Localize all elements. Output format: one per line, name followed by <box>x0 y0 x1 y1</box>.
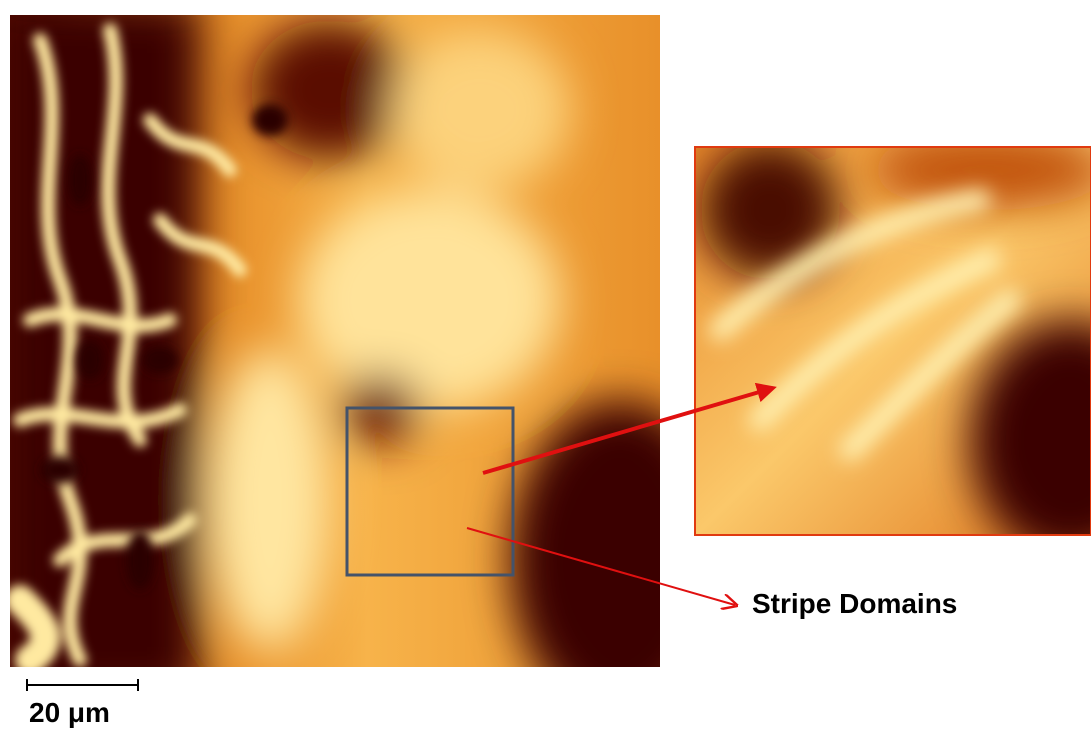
inset-image <box>695 130 1091 560</box>
scale-bar <box>27 679 138 691</box>
figure: Stripe Domains 20 μm <box>0 0 1091 729</box>
micrograph <box>0 0 730 720</box>
annotation-label: Stripe Domains <box>752 588 957 620</box>
scale-bar-label: 20 μm <box>29 697 110 729</box>
